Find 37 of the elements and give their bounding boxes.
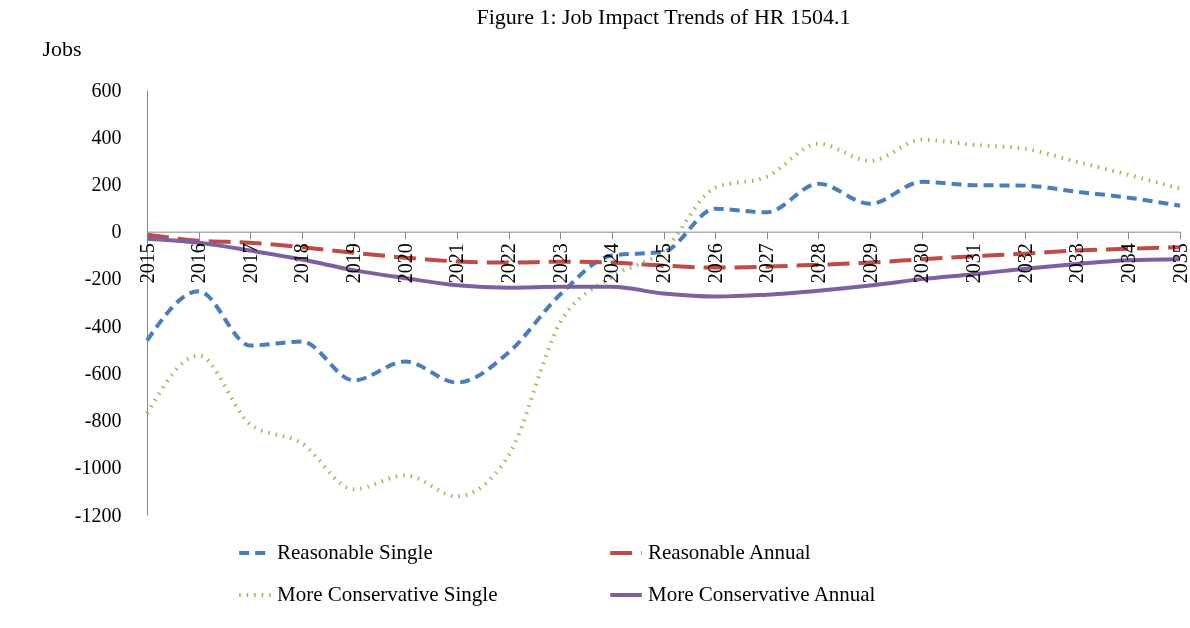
y-tick-label: -200	[84, 267, 122, 290]
x-tick-label: 2022	[497, 243, 520, 284]
x-tick-label: 2017	[238, 243, 261, 284]
x-tick-label: 2019	[342, 243, 365, 284]
x-tick-label: 2031	[961, 243, 984, 284]
x-tick-label: 2034	[1116, 243, 1139, 284]
x-tick-label: 2024	[600, 243, 623, 284]
x-tick-label: 2035	[1168, 243, 1190, 284]
x-tick-label: 2028	[806, 243, 829, 284]
x-tick-label: 2030	[910, 243, 933, 284]
x-tick-label: 2025	[652, 243, 674, 284]
y-tick-label: 400	[91, 125, 122, 148]
x-tick-label: 2016	[187, 243, 210, 284]
y-tick-label: 600	[91, 78, 122, 101]
y-tick-label: 200	[91, 172, 122, 195]
y-tick-label: 0	[111, 220, 122, 243]
y-tick-label: -800	[84, 409, 122, 432]
y-axis-title: Jobs	[42, 35, 82, 61]
legend-label: More Conservative Annual	[648, 582, 876, 606]
chart-title: Figure 1: Job Impact Trends of HR 1504.1	[476, 4, 851, 29]
legend-label: More Conservative Single	[277, 582, 498, 606]
x-tick-label: 2026	[703, 243, 726, 284]
y-tick-label: -400	[84, 314, 122, 337]
x-tick-label: 2027	[755, 243, 778, 284]
x-tick-label: 2021	[445, 243, 468, 284]
x-tick-label: 2018	[290, 243, 313, 284]
legend-label: Reasonable Annual	[648, 540, 811, 564]
y-tick-label: -1200	[74, 503, 122, 526]
y-tick-label: -600	[84, 361, 122, 384]
x-tick-label: 2029	[858, 243, 881, 284]
legend-label: Reasonable Single	[277, 540, 433, 564]
x-tick-label: 2020	[393, 243, 416, 284]
x-tick-label: 2023	[548, 243, 571, 284]
x-tick-label: 2015	[135, 243, 158, 284]
y-tick-label: -1000	[74, 456, 122, 479]
x-tick-label: 2033	[1065, 243, 1088, 284]
x-tick-label: 2032	[1013, 243, 1036, 284]
